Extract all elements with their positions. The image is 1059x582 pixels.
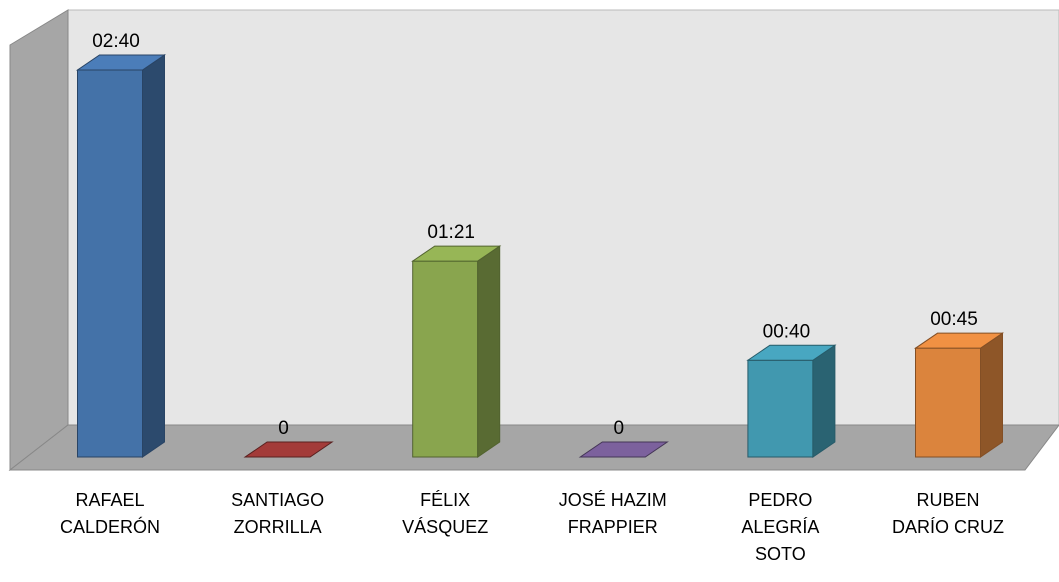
bar: [243, 441, 334, 458]
bar: [746, 344, 837, 458]
bar-top: [578, 441, 669, 458]
value-label: 00:40: [763, 321, 811, 342]
side-wall: [9, 9, 69, 472]
bar: [578, 441, 669, 458]
floor: [8, 424, 1059, 471]
value-label: 02:40: [92, 31, 140, 52]
bar-side: [812, 344, 836, 458]
bar-front: [747, 359, 814, 458]
value-label: 01:21: [427, 222, 475, 243]
x-tick-label: PEDRO ALEGRÍA SOTO: [741, 490, 820, 564]
bar-side: [477, 245, 501, 458]
back-wall: [67, 9, 1059, 426]
bar-front: [412, 260, 479, 458]
bar-top: [243, 441, 334, 458]
x-tick-label: RAFAEL CALDERÓN: [59, 490, 161, 537]
x-tick-label: JOSÉ HAZIM FRAPPIER: [558, 490, 667, 537]
bar-side: [980, 332, 1003, 458]
value-label: 0: [278, 418, 289, 439]
bar-top: [411, 245, 502, 262]
bar-top: [913, 332, 1005, 349]
bar: [75, 54, 167, 458]
bar-front: [77, 69, 143, 458]
bar: [411, 245, 502, 458]
x-tick-label: RUBEN DARÍO CRUZ: [892, 490, 1004, 537]
x-tick-label: FÉLIX VÁSQUEZ: [402, 490, 489, 537]
x-tick-label: SANTIAGO ZORRILLA: [231, 490, 325, 537]
bar-side: [142, 54, 165, 458]
bar: [913, 332, 1005, 458]
bar-front: [915, 347, 981, 458]
value-label: 00:45: [930, 309, 978, 330]
value-label: 0: [614, 418, 625, 439]
bar-top: [75, 54, 167, 71]
bar-top: [746, 344, 837, 361]
